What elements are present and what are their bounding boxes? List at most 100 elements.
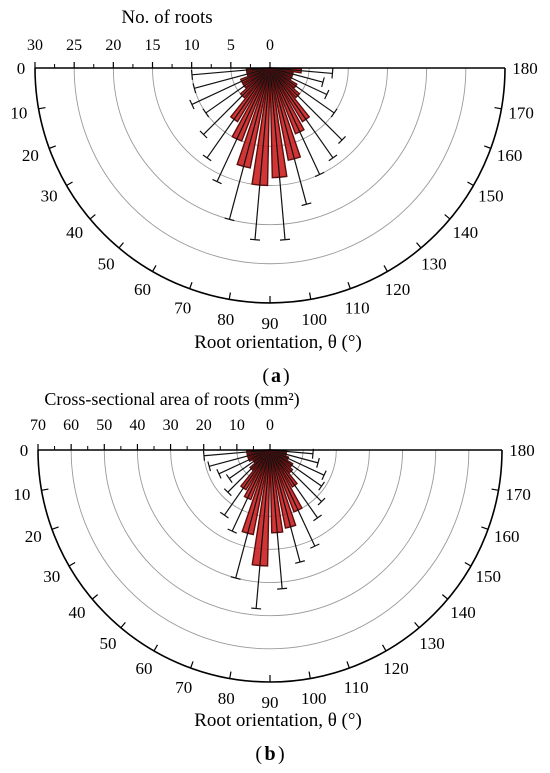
radial-tick-label: 5 <box>227 37 235 54</box>
angle-tick <box>414 621 420 629</box>
error-bar <box>235 449 271 579</box>
ring <box>103 449 437 617</box>
angle-tick-label: 50 <box>100 634 117 653</box>
error-bar <box>206 67 271 159</box>
angle-tick-label: 0 <box>17 59 26 78</box>
error-cap <box>192 83 197 94</box>
angle-tick-label: 160 <box>497 146 523 165</box>
error-bar <box>203 67 271 135</box>
angle-tick-label: 110 <box>344 678 369 697</box>
panel-b-label-close: ) <box>278 743 285 765</box>
error-bar <box>254 67 271 240</box>
panel-a-label-open: ( <box>262 365 269 387</box>
angle-tick-label: 120 <box>383 659 409 678</box>
angle-tick <box>444 214 451 220</box>
error-bar <box>269 449 322 487</box>
error-cap <box>202 108 210 118</box>
error-cap <box>190 69 193 80</box>
angle-tick-label: 60 <box>136 659 153 678</box>
angle-tick-label: 70 <box>175 678 192 697</box>
error-cap <box>251 607 262 610</box>
error-bar <box>194 67 271 89</box>
radial-tick-label: 15 <box>145 37 161 54</box>
angle-tick <box>467 181 474 187</box>
error-bar <box>269 449 325 476</box>
error-cap <box>279 238 291 241</box>
angle-tick <box>308 671 311 679</box>
panel-a-angle-axis-label: Root orientation, θ (°) <box>194 332 362 353</box>
angle-tick-label: 80 <box>218 689 235 708</box>
error-cap <box>212 178 222 185</box>
angle-tick <box>118 242 124 249</box>
ring <box>136 449 404 584</box>
error-cap <box>328 154 338 162</box>
error-bar <box>269 67 334 159</box>
error-cap <box>277 587 288 590</box>
angle-tick <box>151 265 157 272</box>
angle-tick <box>481 526 489 530</box>
error-bar <box>228 449 271 480</box>
error-cap <box>225 474 233 483</box>
angle-tick-label: 110 <box>345 299 370 318</box>
error-bar <box>231 449 271 532</box>
angle-tick <box>484 145 492 149</box>
radial-tick-label: 50 <box>96 417 112 434</box>
error-cap <box>224 217 235 222</box>
ring <box>70 449 470 650</box>
error-bar <box>255 449 271 609</box>
error-cap <box>313 514 322 522</box>
radial-tick-label: 10 <box>184 37 200 54</box>
angle-tick <box>66 181 73 187</box>
error-bar <box>209 449 271 467</box>
error-bar <box>269 449 301 563</box>
angle-tick <box>91 594 99 600</box>
angle-tick <box>153 644 159 652</box>
error-bar <box>218 449 271 475</box>
panel-b-label-open: ( <box>255 743 262 765</box>
radial-tick-label: 10 <box>229 417 245 434</box>
angle-tick <box>190 661 194 669</box>
error-cap <box>324 89 330 100</box>
error-cap <box>189 99 195 110</box>
error-bar <box>269 449 319 519</box>
error-bar <box>269 67 335 114</box>
error-cap <box>321 77 325 88</box>
angle-tick <box>464 561 472 567</box>
error-bar <box>269 67 343 141</box>
angle-tick-label: 40 <box>68 603 85 622</box>
radial-tick-label: 25 <box>66 37 82 54</box>
angle-tick <box>441 594 449 600</box>
error-cap <box>207 461 212 472</box>
angle-tick-label: 160 <box>494 527 520 546</box>
error-cap <box>199 130 208 139</box>
angle-tick-label: 50 <box>98 254 115 273</box>
error-bar <box>269 449 283 589</box>
panel-b-frame <box>37 444 503 683</box>
error-bar <box>269 449 316 547</box>
angle-tick <box>189 282 193 290</box>
error-bar <box>269 449 322 502</box>
angle-tick-label: 170 <box>505 485 531 504</box>
error-cap <box>202 450 206 461</box>
angle-tick-label: 60 <box>134 280 151 299</box>
error-bar <box>205 67 271 114</box>
error-bar <box>269 67 308 205</box>
radial-tick-label: 40 <box>129 417 145 434</box>
angle-tick-label: 70 <box>174 299 191 318</box>
angle-tick-label: 170 <box>508 103 534 122</box>
panel-a-rings <box>73 67 467 265</box>
panel-a-label-close: ) <box>283 365 290 387</box>
angle-tick-label: 100 <box>301 689 327 708</box>
error-cap <box>301 202 312 207</box>
error-cap <box>202 154 212 162</box>
error-bar <box>227 449 271 493</box>
error-bar <box>269 67 324 83</box>
error-cap <box>317 497 326 506</box>
radial-tick-label: 60 <box>63 417 79 434</box>
angle-tick-label: 30 <box>41 187 58 206</box>
error-bar <box>269 67 321 175</box>
error-bar <box>269 67 286 240</box>
error-cap <box>219 511 229 519</box>
